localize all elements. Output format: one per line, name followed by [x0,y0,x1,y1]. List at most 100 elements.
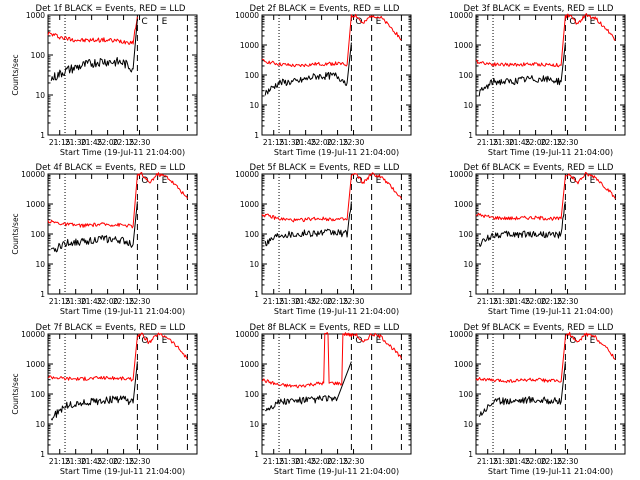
x-tick-label: 22:30 [343,457,365,466]
x-tick-label: 21:15 [477,297,499,306]
top-marker-label: O [355,17,362,27]
y-tick-label: 10000 [449,11,473,20]
y-tick-label: 10000 [235,170,259,179]
events-series-line [478,201,566,247]
x-tick-label: 22:00 [525,297,547,306]
events-series-line [50,18,138,82]
x-tick-label: 21:45 [509,138,531,147]
x-tick-label: 21:30 [65,457,87,466]
panel-4: Det 4f BLACK = Events, RED = LLD 1 10 100 10… [11,163,198,316]
top-marker-label: E [376,176,382,186]
events-series-line [265,361,352,412]
y-tick-label: 100 [245,230,260,239]
y-tick-label: 10000 [21,170,45,179]
x-tick-label: 21:15 [263,138,285,147]
x-tick-label: 21:15 [49,457,71,466]
y-tick-label: 10 [35,91,45,100]
x-tick-label: 22:15 [327,297,349,306]
y-tick-label: 100 [31,51,46,60]
lld-series-line [261,13,402,68]
y-tick-label: 1000 [240,360,259,369]
x-tick-label: 21:15 [477,138,499,147]
x-tick-label: 21:45 [509,297,531,306]
y-tick-label: 10 [463,420,473,429]
y-tick-label: 1000 [454,360,473,369]
x-tick-label: 21:15 [263,297,285,306]
lld-series-line [475,171,616,221]
x-tick-label: 22:30 [557,297,579,306]
x-tick-label: 21:15 [49,138,71,147]
plot-frame [47,14,198,136]
plot-frame [475,14,626,136]
x-axis-label: Start Time (19-Jul-11 21:04:00) [60,148,185,157]
top-marker-label: E [162,17,168,27]
x-tick-label: 22:00 [311,457,333,466]
y-tick-label: 100 [459,71,474,80]
lld-series-line [47,16,138,45]
plot-frame [261,173,412,295]
x-axis-label: Start Time (19-Jul-11 21:04:00) [60,307,185,316]
x-tick-label: 22:15 [327,138,349,147]
panel-title: Det 5f BLACK = Events, RED = LLD [250,163,400,173]
x-tick-label: 22:30 [343,297,365,306]
panel-3: Det 3f BLACK = Events, RED = LLD 1 10 100 10… [449,4,626,157]
plot-frame [261,333,412,455]
panel-1: Det 1f BLACK = Events, RED = LLD 1 10 100 10… [11,4,198,157]
x-tick-label: 22:15 [541,457,563,466]
x-tick-label: 22:30 [129,457,151,466]
x-axis-label: Start Time (19-Jul-11 21:04:00) [274,148,399,157]
y-tick-label: 10000 [235,330,259,339]
panel-5: Det 5f BLACK = Events, RED = LLD 1 10 100 10… [235,163,412,316]
panel-title: Det 1f BLACK = Events, RED = LLD [36,4,186,14]
top-marker-label: E [376,17,382,27]
lld-series-line [475,13,616,68]
y-tick-label: 1 [468,131,473,140]
top-marker-label: O [141,176,148,186]
x-tick-label: 22:15 [113,297,135,306]
events-series-line [478,361,566,417]
top-marker-label: E [590,17,596,27]
events-series-line [264,42,352,96]
x-tick-label: 21:45 [81,297,103,306]
y-tick-label: 1 [254,290,259,299]
x-tick-label: 21:30 [65,138,87,147]
top-marker-label: O [355,336,362,346]
y-tick-label: 10000 [449,330,473,339]
x-tick-label: 21:30 [493,297,515,306]
x-tick-label: 22:15 [541,297,563,306]
x-tick-label: 21:45 [81,138,103,147]
y-tick-label: 1000 [240,41,259,50]
y-tick-label: 100 [31,390,46,399]
top-marker-label: O [569,336,576,346]
panel-title: Det 8f BLACK = Events, RED = LLD [250,323,400,333]
x-tick-label: 21:15 [477,457,499,466]
x-tick-label: 22:00 [311,138,333,147]
top-marker-label: O [355,176,362,186]
y-tick-label: 10000 [449,170,473,179]
y-tick-label: 10 [463,101,473,110]
x-tick-label: 22:00 [525,138,547,147]
y-tick-label: 10 [35,260,45,269]
y-tick-label: 1 [40,290,45,299]
x-axis-label: Start Time (19-Jul-11 21:04:00) [274,467,399,476]
x-tick-label: 22:00 [311,297,333,306]
lld-series-line [47,332,188,382]
y-tick-label: 100 [459,230,474,239]
x-tick-label: 22:30 [129,138,151,147]
events-series-line [264,201,352,247]
y-tick-label: 1000 [26,360,45,369]
x-tick-label: 22:00 [97,457,119,466]
y-tick-label: 100 [459,390,474,399]
y-tick-label: 10 [463,260,473,269]
y-tick-label: 1000 [26,200,45,209]
x-tick-label: 22:30 [343,138,365,147]
x-tick-label: 21:45 [81,457,103,466]
x-tick-label: 22:00 [97,138,119,147]
x-tick-label: 21:30 [65,297,87,306]
top-marker-label: C [141,17,147,27]
x-tick-label: 21:30 [493,457,515,466]
plot-frame [475,333,626,455]
top-marker-label: O [569,176,576,186]
events-series-line [50,201,138,253]
